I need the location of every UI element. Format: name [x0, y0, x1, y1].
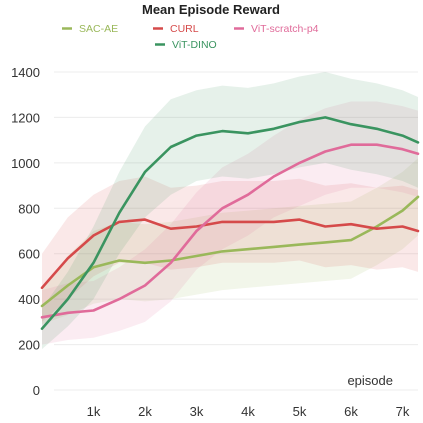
y-tick-label: 1400	[11, 65, 40, 80]
gridlines	[54, 71, 418, 391]
series-line-curl	[40, 218, 420, 290]
x-tick-label: 5k	[293, 404, 307, 419]
x-tick-label: 6k	[344, 404, 358, 419]
std-band-curl	[42, 176, 418, 322]
x-tick-label: 7k	[396, 404, 410, 419]
x-tick-label: 3k	[190, 404, 204, 419]
x-tick-label: 4k	[241, 404, 255, 419]
x-tick-label: 2k	[138, 404, 152, 419]
x-tick-label: 1k	[87, 404, 101, 419]
series-lines	[40, 116, 420, 331]
y-tick-label: 0	[33, 383, 40, 398]
legend-label: CURL	[170, 23, 199, 35]
y-tick-label: 1200	[11, 110, 40, 125]
series-line-vit-dino	[40, 116, 420, 331]
legend-label: ViT-scratch-p4	[251, 23, 319, 35]
chart-title: Mean Episode Reward	[142, 2, 280, 17]
std-band-vit-dino	[42, 72, 418, 350]
legend: SAC-AE CURL ViT-scratch-p4 ViT-DINO	[62, 23, 319, 51]
y-tick-label: 400	[18, 292, 40, 307]
std-band-sac-ae	[42, 158, 418, 325]
legend-label: ViT-DINO	[172, 39, 217, 51]
y-tick-label: 1000	[11, 156, 40, 171]
y-tick-label: 600	[18, 247, 40, 262]
y-axis-ticks: 0 200 400 600 800 1000 1200 1400	[11, 65, 40, 398]
series-line-sac-ae	[40, 195, 420, 308]
y-tick-label: 800	[18, 201, 40, 216]
x-axis-label: episode	[347, 373, 393, 388]
legend-label: SAC-AE	[79, 23, 118, 35]
series-line-vit-scratch-p4	[40, 143, 420, 319]
y-tick-label: 200	[18, 338, 40, 353]
x-axis-ticks: 1k 2k 3k 4k 5k 6k 7k	[87, 404, 410, 419]
